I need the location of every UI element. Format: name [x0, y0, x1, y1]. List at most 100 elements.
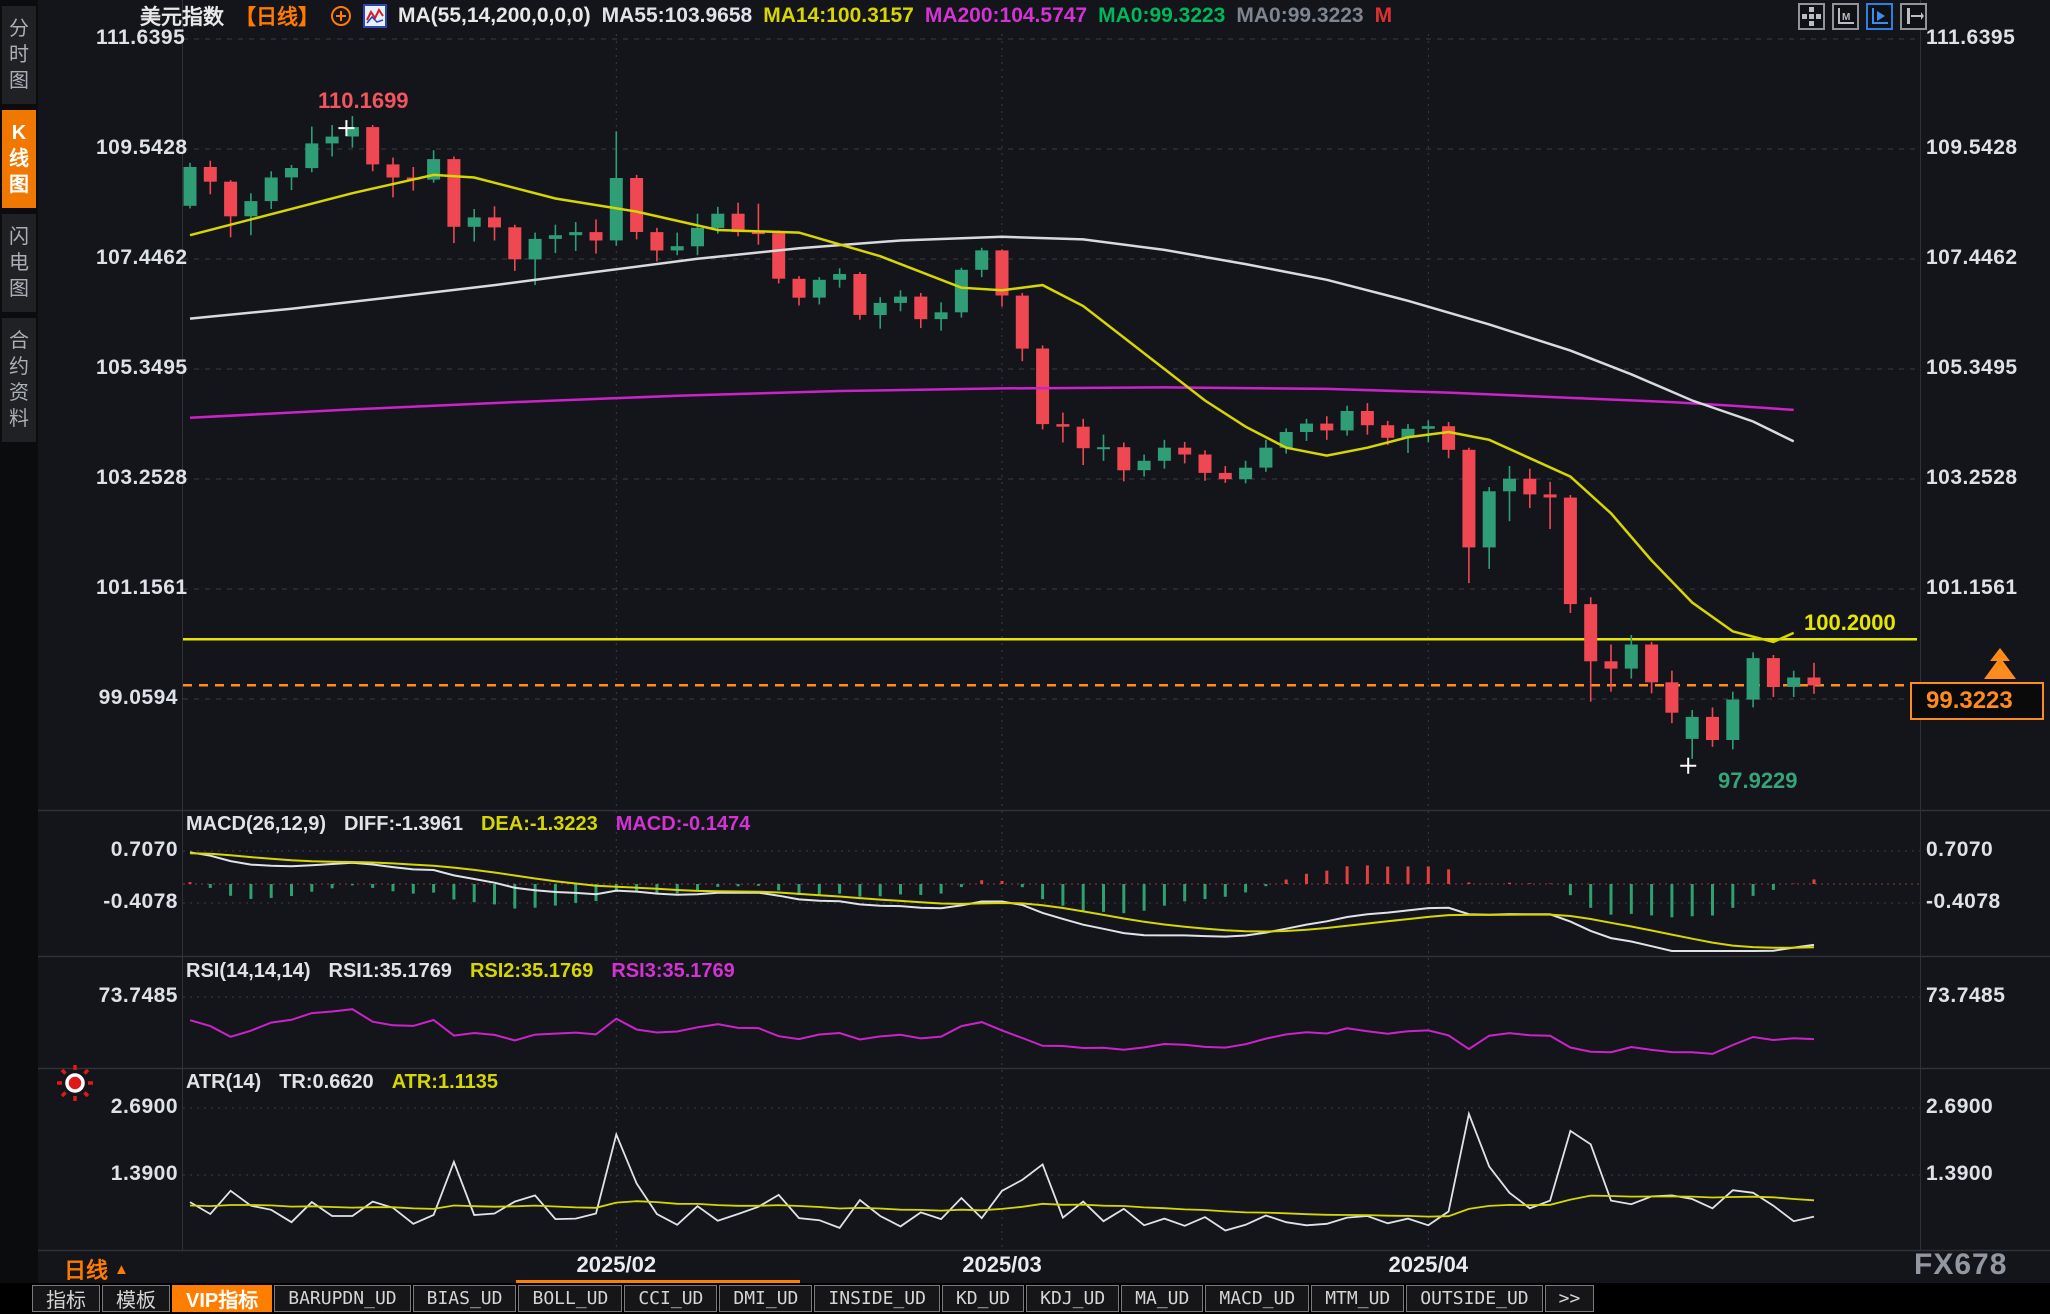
rsi-pane-header: RSI(14,14,14) RSI1:35.1769 RSI2:35.1769 … [186, 960, 735, 983]
tab-barupdn-ud[interactable]: BARUPDN_UD [274, 1285, 411, 1312]
ma14-value: MA14:100.3157 [763, 4, 914, 27]
period-selector[interactable]: 日线 ▲ [64, 1253, 129, 1285]
sidebar-item-char: 时 [9, 44, 29, 66]
macd-axis-label-left: 0.7070 [110, 838, 178, 861]
tabbar-scrollbar[interactable] [516, 1280, 800, 1284]
sidebar-item-3[interactable]: 闪电图 [2, 214, 36, 312]
atr-axis-label-left: 1.3900 [110, 1162, 178, 1185]
ma-settings: MA(55,14,200,0,0,0) [398, 4, 591, 27]
sidebar-item-char: 线 [9, 148, 29, 170]
rsi2-value: RSI2:35.1769 [469, 960, 594, 982]
macd-axis-label-right: -0.4078 [1926, 890, 2001, 913]
macd-dea-value: DEA:-1.3223 [480, 813, 598, 835]
brand-watermark: FX678 [1914, 1248, 2008, 1281]
tab-ma-ud[interactable]: MA_UD [1121, 1285, 1204, 1312]
y-axis-label-right: 111.6395 [1926, 26, 2016, 49]
tab--[interactable]: >> [1544, 1285, 1595, 1312]
tab-vip指标[interactable]: VIP指标 [172, 1285, 273, 1312]
atr-value: ATR:1.1135 [391, 1071, 499, 1093]
y-axis-label-right: 103.2528 [1926, 466, 2018, 489]
macd-value: MACD:-0.1474 [615, 813, 751, 835]
m-flag: M [1374, 4, 1393, 27]
y-axis-label-right: 105.3495 [1926, 356, 2018, 379]
atr-title: ATR(14) [186, 1071, 262, 1093]
tab-cci-ud[interactable]: CCI_UD [624, 1285, 718, 1312]
macd-pane-header: MACD(26,12,9) DIFF:-1.3961 DEA:-1.3223 M… [186, 813, 750, 836]
indicator-tab-bar: 指标 模板 VIP指标 BARUPDN_UD BIAS_UD BOLL_UD CCI_UD D… [0, 1283, 2050, 1314]
sidebar-item-char: 图 [9, 174, 29, 196]
tab-inside-ud[interactable]: INSIDE_UD [814, 1285, 940, 1312]
tr-value: TR:0.6620 [279, 1071, 374, 1093]
pan-move-icon[interactable] [1798, 3, 1825, 30]
tab-指标[interactable]: 指标 [32, 1285, 100, 1312]
axis-shift-icon[interactable] [1900, 3, 1927, 30]
compare-icon[interactable] [330, 5, 352, 27]
sidebar-item-char: 分 [9, 18, 29, 40]
axis-play-icon[interactable] [1866, 3, 1893, 30]
support-line-label: 100.2000 [1804, 610, 1896, 635]
period-tag[interactable]: 【日线】 [235, 6, 319, 29]
y-axis-label-right: 107.4462 [1926, 246, 2018, 269]
y-axis-label-left: 111.6395 [96, 26, 186, 49]
sidebar-item-4[interactable]: 合约资料 [2, 318, 36, 442]
chart-header: 美元指数 【日线】 MA(55,14,200,0,0,0) MA55:103.9658… [140, 2, 1392, 30]
sidebar-item-char: 电 [9, 252, 29, 274]
sidebar-item-char: K [11, 122, 27, 144]
tab-macd-ud[interactable]: MACD_UD [1205, 1285, 1310, 1312]
atr-pane-header: ATR(14) TR:0.6620 ATR:1.1135 [186, 1071, 498, 1094]
sidebar-item-char: 图 [9, 278, 29, 300]
tab-kd-ud[interactable]: KD_UD [941, 1285, 1025, 1312]
tab-模板[interactable]: 模板 [102, 1285, 170, 1312]
sidebar-item-char: 合 [9, 330, 29, 352]
sidebar-item-char: 料 [9, 408, 29, 430]
x-axis-date-label: 2025/02 [576, 1252, 657, 1277]
macd-axis-label-right: 0.7070 [1926, 838, 1994, 861]
rsi1-value: RSI1:35.1769 [328, 960, 452, 982]
sidebar-item-char: 约 [9, 356, 29, 378]
rsi3-value: RSI3:35.1769 [611, 960, 735, 982]
rsi-title: RSI(14,14,14) [186, 960, 311, 982]
sidebar-item-char: 图 [9, 70, 29, 92]
candlestick-chart[interactable] [0, 0, 2050, 1283]
period-label: 日线 [64, 1258, 109, 1283]
tab-kdj-ud[interactable]: KDJ_UD [1026, 1285, 1120, 1312]
y-axis-label-left: 101.1561 [96, 576, 188, 599]
low-price-label: 97.9229 [1718, 768, 1798, 793]
symbol-title: 美元指数 [140, 6, 224, 29]
rsi-axis-label-right: 73.7485 [1926, 984, 2006, 1007]
atr-axis-label-left: 2.6900 [110, 1095, 178, 1118]
y-axis-label-left: 109.5428 [96, 136, 188, 159]
ma55-value: MA55:103.9658 [601, 4, 753, 27]
svg-text:M: M [1842, 12, 1850, 23]
tab-mtm-ud[interactable]: MTM_UD [1311, 1285, 1405, 1312]
tab-bias-ud[interactable]: BIAS_UD [412, 1285, 517, 1312]
y-axis-label-left: 105.3495 [96, 356, 188, 379]
ma200-value: MA200:104.5747 [924, 4, 1088, 27]
last-price-badge: 99.3223 [1910, 682, 2044, 720]
macd-diff-value: DIFF:-1.3961 [344, 813, 463, 835]
rsi-axis-label-left: 73.7485 [98, 984, 178, 1007]
triangle-up-icon: ▲ [114, 1260, 129, 1278]
tab-boll-ud[interactable]: BOLL_UD [518, 1285, 623, 1312]
y-axis-label-left: 107.4462 [96, 246, 188, 269]
sidebar-item-char: 资 [9, 382, 29, 404]
chart-type-icon[interactable] [363, 4, 387, 28]
atr-axis-label-right: 2.6900 [1926, 1095, 1994, 1118]
sidebar-item-1[interactable]: 分时图 [2, 6, 36, 104]
axis-marker-icon[interactable]: M [1832, 3, 1859, 30]
tab-dmi-ud[interactable]: DMI_UD [719, 1285, 813, 1312]
y-axis-label-left: 99.0594 [98, 686, 178, 709]
ma0-gray-value: MA0:99.3223 [1236, 4, 1364, 27]
chart-toolbar: M [1798, 3, 1927, 30]
x-axis-date-label: 2025/03 [962, 1252, 1042, 1277]
tab-outside-ud[interactable]: OUTSIDE_UD [1406, 1285, 1543, 1312]
alert-burst-icon [57, 1065, 93, 1101]
y-axis-label-left: 103.2528 [96, 466, 188, 489]
high-price-label: 110.1699 [318, 88, 409, 113]
y-axis-label-right: 101.1561 [1926, 576, 2018, 599]
x-axis-date-label: 2025/04 [1388, 1252, 1469, 1277]
ma0-green-value: MA0:99.3223 [1098, 4, 1226, 27]
